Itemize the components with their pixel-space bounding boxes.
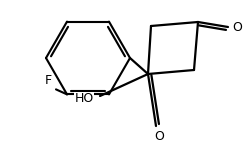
Text: O: O (154, 129, 164, 142)
Text: HO: HO (74, 91, 94, 105)
Text: F: F (44, 74, 52, 87)
Text: O: O (232, 20, 242, 34)
